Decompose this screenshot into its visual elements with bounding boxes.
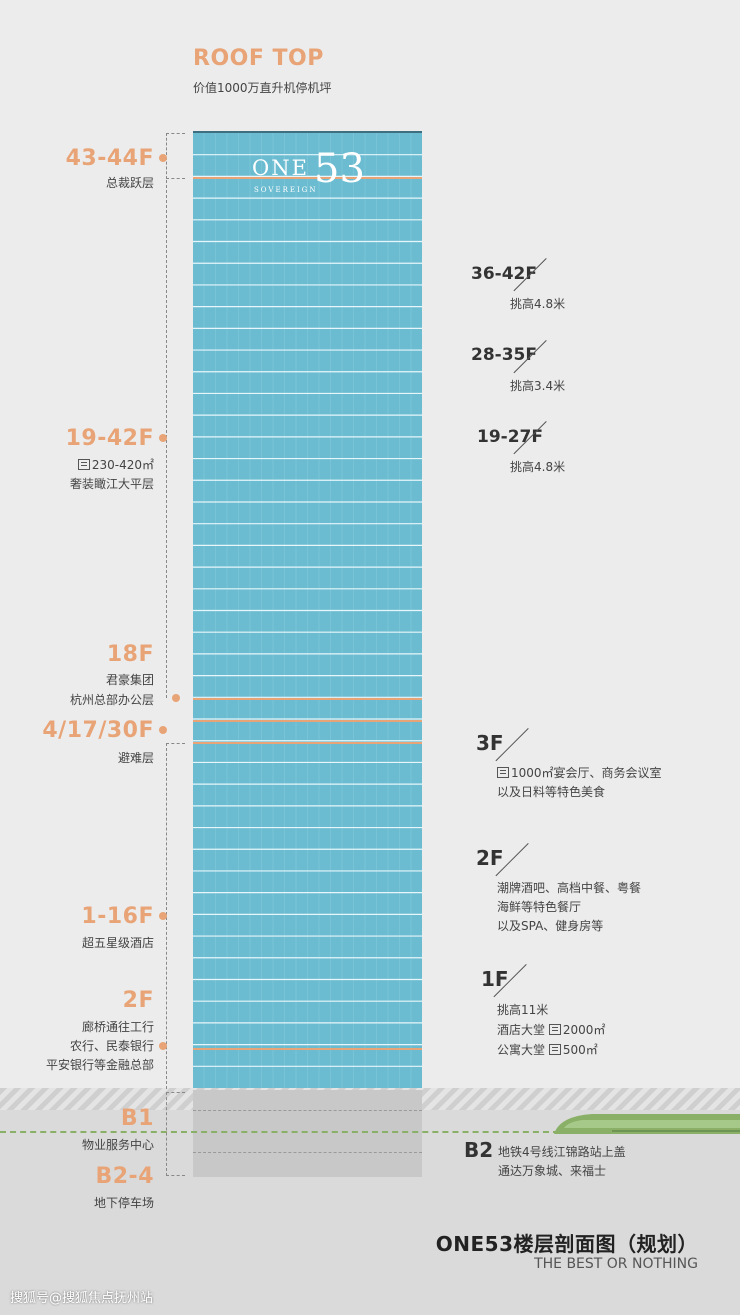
bracket-19-42f — [166, 180, 185, 698]
right-floor-3f: 3F — [476, 731, 504, 755]
right-desc-19-27f: 挑高4.8米 — [510, 460, 566, 474]
right-floor-2f: 2F — [476, 846, 504, 870]
basement-floor-line — [193, 1110, 422, 1111]
left-floor-43-44f: 43-44F — [65, 146, 154, 171]
left-floor-b2-4: B2-4 — [95, 1164, 154, 1189]
left-desc-18f-1: 君豪集团 — [105, 673, 154, 687]
logo: ONE 53 SOVEREIGN — [252, 146, 372, 212]
right-desc-28-35f: 挑高3.4米 — [510, 379, 566, 393]
dot-2f — [159, 1042, 167, 1050]
logo-sub: SOVEREIGN — [254, 186, 318, 194]
right-lobby-hotel: 酒店大堂 2000㎡ — [497, 1023, 606, 1037]
left-desc-2f-2: 农行、民泰银行 — [69, 1039, 154, 1053]
bracket-basement — [166, 1092, 185, 1176]
right-desc-b2-1: 地铁4号线江锦路站上盖 — [498, 1145, 626, 1159]
left-floor-refuge: 4/17/30F — [42, 718, 154, 743]
dot-19-42f — [159, 434, 167, 442]
building-icon — [77, 459, 90, 470]
left-desc-1-16f: 超五星级酒店 — [81, 936, 154, 950]
left-floor-18f: 18F — [106, 642, 154, 667]
footer-tagline: THE BEST OR NOTHING — [534, 1256, 698, 1272]
bracket-1-16f — [166, 743, 185, 1089]
right-desc-36-42f: 挑高4.8米 — [510, 297, 566, 311]
left-floor-19-42f: 19-42F — [65, 426, 154, 451]
right-desc-2f-1: 潮牌酒吧、高档中餐、粤餐 — [497, 881, 642, 895]
left-desc-19-42f: 奢装瞰江大平层 — [69, 477, 154, 491]
left-desc-b1: 物业服务中心 — [81, 1138, 154, 1152]
tower — [193, 133, 422, 1088]
right-floor-1f: 1F — [481, 967, 509, 991]
building-icon — [497, 767, 509, 778]
right-desc-3f: 以及日料等特色美食 — [497, 785, 606, 799]
dot-18f — [172, 694, 180, 702]
basement-block — [193, 1090, 422, 1177]
left-desc-18f-2: 杭州总部办公层 — [69, 693, 154, 707]
left-desc-2f-3: 平安银行等金融总部 — [45, 1058, 154, 1072]
left-floor-b1: B1 — [120, 1106, 154, 1131]
roof-subtitle: 价值1000万直升机停机坪 — [193, 81, 332, 95]
right-desc-2f-2: 海鲜等特色餐厅 — [497, 900, 582, 914]
tower-roof-edge — [193, 131, 422, 133]
watermark: 搜狐号@搜狐焦点抚州站 — [10, 1291, 154, 1306]
building-icon — [548, 1024, 561, 1035]
building-icon — [548, 1044, 561, 1055]
left-floor-2f: 2F — [122, 988, 154, 1013]
bracket-43-44f — [166, 133, 185, 179]
logo-text: ONE — [252, 156, 309, 180]
dot-refuge — [159, 726, 167, 734]
left-desc-43-44f: 总裁跃层 — [105, 176, 154, 190]
basement-floor-line — [193, 1152, 422, 1153]
left-floor-1-16f: 1-16F — [81, 904, 154, 929]
right-desc-1f: 挑高11米 — [497, 1003, 549, 1017]
right-floor-b2: B2 — [464, 1138, 494, 1162]
right-desc-2f-3: 以及SPA、健身房等 — [497, 919, 604, 933]
right-desc-b2-2: 通达万象城、来福士 — [498, 1164, 607, 1178]
right-area-3f: 1000㎡宴会厅、商务会议室 — [497, 763, 662, 783]
metro-line — [0, 1131, 740, 1133]
roof-title: ROOF TOP — [193, 46, 324, 71]
footer-title: ONE53楼层剖面图（规划） — [435, 1232, 698, 1256]
right-floor-36-42f: 36-42F — [471, 264, 537, 284]
right-floor-28-35f: 28-35F — [471, 345, 537, 365]
train-icon — [554, 1114, 740, 1134]
tower-facade — [193, 133, 422, 1088]
left-area-19-42f: 230-420㎡ — [77, 455, 154, 475]
right-lobby-apartment: 公寓大堂 500㎡ — [497, 1043, 598, 1057]
dot-1-16f — [159, 912, 167, 920]
logo-numeral: 53 — [314, 146, 365, 192]
dot-43-44f — [159, 154, 167, 162]
left-desc-refuge: 避难层 — [117, 751, 154, 765]
left-desc-2f-1: 廊桥通往工行 — [81, 1020, 154, 1034]
right-floor-19-27f: 19-27F — [477, 427, 543, 447]
left-desc-b2-4: 地下停车场 — [93, 1196, 154, 1210]
